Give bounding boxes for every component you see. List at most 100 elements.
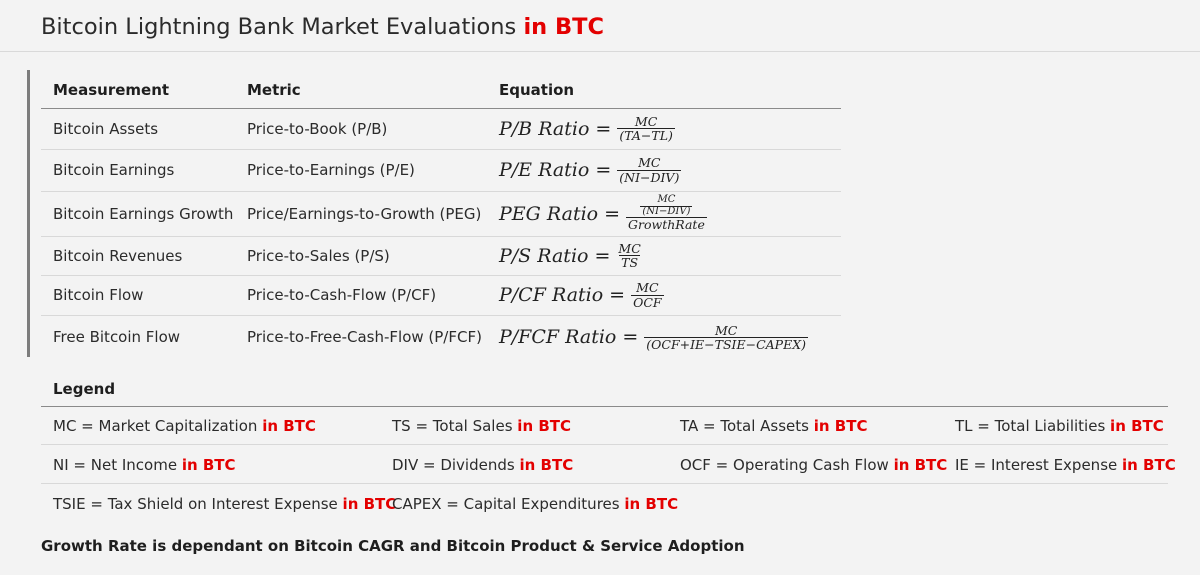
equation-cell: P/S Ratio = MC TS <box>487 236 841 276</box>
measurement-cell: Bitcoin Revenues <box>41 236 235 276</box>
page-title-main: Bitcoin Lightning Bank Market Evaluation… <box>41 14 517 40</box>
table-row: Bitcoin Revenues Price-to-Sales (P/S) P/… <box>41 236 841 276</box>
equation: P/B Ratio = MC (TA−TL) <box>499 115 675 142</box>
equation-label: P/B Ratio <box>499 117 590 140</box>
numerator: MC <box>638 155 661 171</box>
table-row: Bitcoin Earnings Price-to-Earnings (P/E)… <box>41 149 841 192</box>
metrics-table: Measurement Metric Equation Bitcoin Asse… <box>41 73 841 359</box>
title-divider <box>0 51 1200 52</box>
legend-item-capex: CAPEX = Capital Expenditures in BTC <box>392 485 678 523</box>
table-row: Free Bitcoin Flow Price-to-Free-Cash-Flo… <box>41 315 841 359</box>
numerator: MC <box>618 240 641 256</box>
legend-accent: in BTC <box>181 456 236 474</box>
measurement-cell: Bitcoin Earnings Growth <box>41 191 235 237</box>
equals-sign: = <box>609 284 626 306</box>
fraction: MC (OCF+IE−TSIE−CAPEX) <box>644 322 808 352</box>
legend-accent: in BTC <box>517 417 572 435</box>
measurement-cell: Free Bitcoin Flow <box>53 328 181 347</box>
equation-label: P/S Ratio <box>499 244 589 267</box>
metric-cell: Price-to-Book (P/B) <box>235 108 487 150</box>
fraction: MC OCF <box>631 280 664 310</box>
legend-accent: in BTC <box>893 456 948 474</box>
equation-label: PEG Ratio <box>499 202 599 225</box>
legend-text: CAPEX = Capital Expenditures <box>392 495 620 513</box>
denominator: TS <box>619 255 641 270</box>
legend-accent: in BTC <box>262 417 316 435</box>
metric-cell: Price-to-Free-Cash-Flow (P/FCF) <box>247 328 482 347</box>
nested-numerator: MC <box>657 194 676 206</box>
legend-item-ni: NI = Net Income in BTC <box>53 446 236 484</box>
legend-row: MC = Market Capitalization in BTC TS = T… <box>41 407 1168 445</box>
denominator: OCF <box>631 294 664 310</box>
equation: PEG Ratio = MC (NI−DIV) GrowthRate <box>499 195 707 233</box>
table-accent-bar <box>27 70 30 357</box>
legend-text: MC = Market Capitalization <box>53 417 258 435</box>
legend-accent: in BTC <box>624 495 679 513</box>
equation: P/S Ratio = MC TS <box>499 242 643 269</box>
legend-text: IE = Interest Expense <box>955 456 1118 474</box>
metric-cell: Price-to-Sales (P/S) <box>235 236 487 276</box>
nested-fraction: MC (NI−DIV) <box>638 195 694 217</box>
equation: P/CF Ratio = MC OCF <box>499 280 664 310</box>
header-equation: Equation <box>487 73 841 109</box>
legend-text: TSIE = Tax Shield on Interest Expense <box>53 495 338 513</box>
equation-cell: P/FCF Ratio = MC (OCF+IE−TSIE−CAPEX) <box>487 315 841 359</box>
fraction: MC (TA−TL) <box>617 115 675 142</box>
metric-cell: Price-to-Cash-Flow (P/CF) <box>235 275 487 316</box>
legend-row: NI = Net Income in BTC DIV = Dividends i… <box>41 446 1176 484</box>
legend-accent: in BTC <box>1110 417 1164 435</box>
numerator: MC <box>714 322 738 338</box>
table-header-row: Measurement Metric Equation <box>41 73 841 109</box>
legend-item-mc: MC = Market Capitalization in BTC <box>53 407 316 445</box>
numerator: MC <box>636 280 659 296</box>
legend-item-ocf: OCF = Operating Cash Flow in BTC <box>680 446 947 484</box>
header-metric: Metric <box>235 73 487 109</box>
equation: P/E Ratio = MC (NI−DIV) <box>499 155 682 185</box>
legend-accent: in BTC <box>813 417 868 435</box>
fraction: MC TS <box>616 242 642 269</box>
equation-cell: P/B Ratio = MC (TA−TL) <box>487 108 841 150</box>
header-measurement: Measurement <box>41 73 235 109</box>
legend-item-ie: IE = Interest Expense in BTC <box>955 446 1176 484</box>
legend-text: DIV = Dividends <box>392 456 515 474</box>
footer-note: Growth Rate is dependant on Bitcoin CAGR… <box>41 537 745 555</box>
measurement-cell: Bitcoin Earnings <box>41 149 235 192</box>
legend-accent: in BTC <box>519 456 574 474</box>
fraction: MC (NI−DIV) <box>617 155 682 185</box>
legend-text: TA = Total Assets <box>680 417 809 435</box>
legend-text: NI = Net Income <box>53 456 178 474</box>
numerator: MC <box>634 113 658 129</box>
equation: P/FCF Ratio = MC (OCF+IE−TSIE−CAPEX) <box>499 322 808 352</box>
legend-item-div: DIV = Dividends in BTC <box>392 446 573 484</box>
table-row: Bitcoin Flow Price-to-Cash-Flow (P/CF) P… <box>41 275 841 316</box>
nested-denominator: (NI−DIV) <box>640 205 693 217</box>
equation-label: P/FCF Ratio <box>499 326 617 349</box>
equation-cell: PEG Ratio = MC (NI−DIV) GrowthRate <box>487 191 841 237</box>
legend-title: Legend <box>53 380 116 398</box>
equals-sign: = <box>595 159 612 181</box>
measurement-cell: Bitcoin Flow <box>41 275 235 316</box>
equation-cell: P/E Ratio = MC (NI−DIV) <box>487 149 841 192</box>
page-title: Bitcoin Lightning Bank Market Evaluation… <box>41 14 604 40</box>
equals-sign: = <box>622 326 639 349</box>
equation-label: P/CF Ratio <box>499 284 604 306</box>
metric-cell: Price/Earnings-to-Growth (PEG) <box>235 191 487 237</box>
legend-accent: in BTC <box>1122 456 1176 474</box>
table-row: Bitcoin Earnings Growth Price/Earnings-t… <box>41 191 841 237</box>
legend-item-tl: TL = Total Liabilities in BTC <box>955 407 1164 445</box>
legend-divider <box>41 406 1168 407</box>
legend-text: OCF = Operating Cash Flow <box>680 456 889 474</box>
table-row: Bitcoin Assets Price-to-Book (P/B) P/B R… <box>41 108 841 150</box>
equals-sign: = <box>595 117 612 140</box>
denominator: GrowthRate <box>626 217 707 233</box>
equation-label: P/E Ratio <box>499 159 590 181</box>
measurement-cell: Bitcoin Assets <box>41 108 235 150</box>
denominator: (TA−TL) <box>617 128 675 143</box>
legend-accent: in BTC <box>342 495 397 513</box>
denominator: (OCF+IE−TSIE−CAPEX) <box>644 336 808 352</box>
legend-text: TL = Total Liabilities <box>955 417 1106 435</box>
legend-row: TSIE = Tax Shield on Interest Expense in… <box>41 485 1168 523</box>
metric-cell: Price-to-Earnings (P/E) <box>235 149 487 192</box>
denominator: (NI−DIV) <box>617 169 682 185</box>
legend-item-tsie: TSIE = Tax Shield on Interest Expense in… <box>53 485 396 523</box>
